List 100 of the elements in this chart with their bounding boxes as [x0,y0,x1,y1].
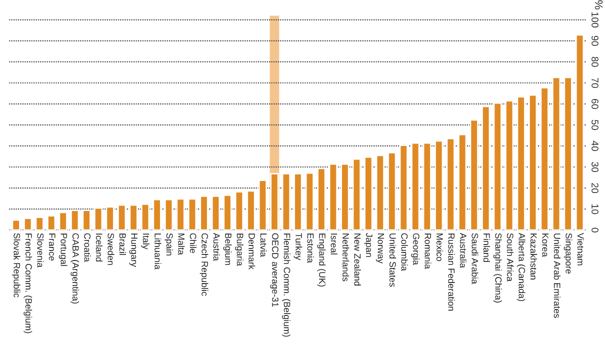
y-tick-label: 0 [592,228,598,232]
bar [446,138,455,230]
y-tick-label: 80 [592,56,598,67]
bar [294,173,302,230]
bar [282,173,291,230]
bar [552,76,561,230]
bar [493,102,502,230]
x-tick-label: Brazil [119,234,126,255]
x-tick-label: Columbia [401,233,408,271]
bar [505,100,514,230]
x-tick-label: Malta [178,234,185,255]
x-tick-label: Isreal [330,234,338,254]
x-tick-label: Estonia [307,234,314,263]
x-tick-label: French Comm. (Belgium) [24,234,32,334]
x-tick-label: Slovak Republic [12,233,20,298]
x-tick-label: Bulgaria [235,234,244,266]
x-tick-label: Georgia [411,233,420,265]
bar [376,154,384,230]
bar [540,87,549,230]
bar [422,142,432,230]
bar [106,206,114,230]
bar [516,96,526,230]
y-tick-label: 70 [592,78,598,88]
bar [70,210,80,230]
y-axis-title: % [594,0,603,10]
y-tick-label: 60 [592,98,598,109]
bar [564,76,572,230]
x-tick-label: OECD average-31 [270,233,278,307]
x-tick-label: South Africa [506,233,514,282]
bar [411,142,420,230]
x-tick-label: Saudi Arabia [472,233,478,284]
bar [388,152,396,230]
x-tick-label: Russian Federation [448,234,455,311]
x-tick-label: Flemish Comm. (Belgium) [282,234,290,337]
bar [176,198,185,230]
y-tick-label: 40 [592,140,598,151]
x-tick-label: Alberta (Canada) [516,232,526,302]
x-tick-label: Spain [164,233,173,256]
x-tick-label: Singapore [564,233,572,274]
bar [200,196,208,230]
x-tick-label: Netherlands [342,234,350,282]
x-tick-label: Shanghai (China) [493,233,502,303]
y-tick-label: 50 [592,120,598,130]
x-tick-label: Korea [542,234,548,257]
x-tick-label: France [48,234,56,261]
x-tick-label: Romania [424,234,432,269]
x-tick-label: Vietnam [577,232,584,266]
x-tick-label: Kazakhstan [530,234,538,280]
bar [35,216,44,230]
x-tick-label: Hungary [129,234,138,267]
x-tick-label: United Arab Emirates [554,234,561,318]
x-tick-label: Croatia [84,233,91,262]
bar [340,163,350,230]
bar [352,158,362,230]
x-tick-label: Sweden [108,233,114,265]
bar [24,218,32,230]
x-tick-label: Latvia [260,234,267,257]
x-tick-label: Austria [213,232,220,261]
bar [470,119,478,230]
bar [211,196,220,230]
x-tick-label: Lithuania [154,234,162,270]
bar [399,144,408,230]
bar [58,212,68,230]
x-tick-label: Italy [141,234,150,250]
bar [482,106,490,230]
bar [258,180,268,230]
x-tick-label: CABA (Argentina) [70,233,80,304]
bar [575,34,584,230]
x-tick-label: Japan [364,233,372,257]
bar [246,190,256,230]
y-tick-label: 20 [592,183,598,194]
bar [129,204,138,230]
bar [47,215,56,230]
x-tick-label: Denmark [248,234,256,270]
bar [188,198,197,230]
bar [328,163,338,230]
x-tick-label: Mexico [436,234,444,262]
x-tick-label: United States [389,234,396,287]
bar [458,134,467,230]
bar [12,219,20,230]
y-tick-label: 10 [592,204,598,214]
bar [152,198,162,230]
x-tick-label: Finland [483,234,490,262]
bar [317,168,326,230]
bar [528,94,538,230]
x-tick-label: Slovenia [37,233,44,268]
x-tick-label: Czech Republic [200,233,208,296]
bar [305,172,314,230]
x-tick-label: Iceland [96,234,103,262]
x-tick-label: Australia [460,232,467,268]
bar [364,156,373,230]
x-tick-label: Portugal [58,234,68,266]
bar [223,194,232,230]
bar [164,198,174,230]
x-tick-label: New Zealand [354,234,361,286]
y-tick-label: 100 [592,12,598,28]
bar [82,210,91,230]
x-tick-label: Belgium [223,234,232,265]
x-tick-label: England (UK) [317,234,326,286]
y-tick-label: 90 [592,36,598,46]
